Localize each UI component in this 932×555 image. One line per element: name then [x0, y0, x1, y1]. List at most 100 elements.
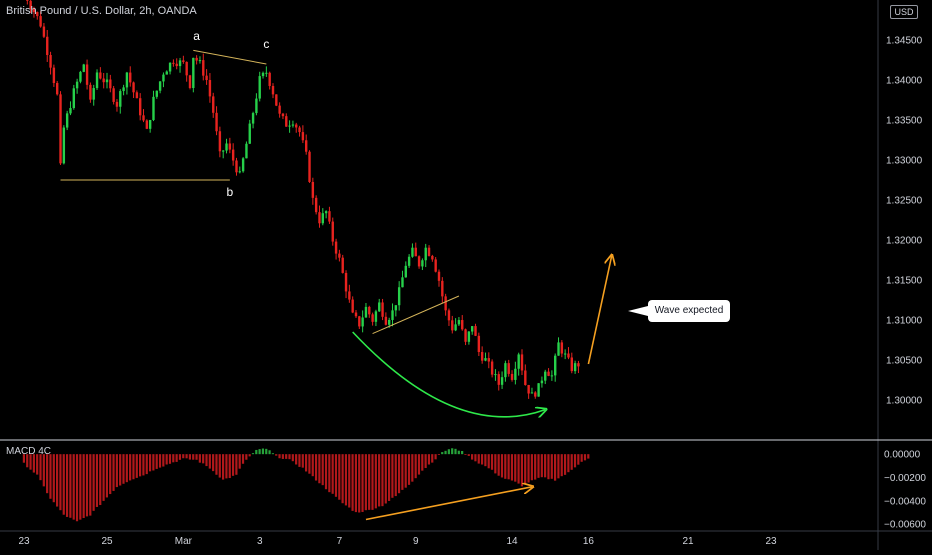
macd-bar: [89, 454, 92, 516]
macd-bar: [587, 454, 590, 459]
candle-body: [99, 72, 102, 79]
macd-bar: [248, 454, 251, 457]
macd-bar: [530, 454, 533, 481]
macd-bar: [338, 454, 341, 500]
candle-body: [480, 352, 484, 361]
candle-body: [109, 79, 112, 89]
candle-body: [165, 71, 168, 75]
macd-bar: [437, 454, 440, 455]
macd-bar: [510, 454, 514, 481]
macd-bar: [135, 454, 138, 478]
currency-badge[interactable]: USD: [890, 5, 918, 19]
macd-bar: [411, 454, 414, 482]
wave-label: c: [263, 37, 269, 51]
macd-bar: [148, 454, 152, 472]
candle-body: [321, 213, 324, 224]
macd-bar: [46, 454, 49, 494]
candle-body: [265, 72, 268, 74]
macd-bar: [115, 454, 118, 488]
macd-bar: [112, 454, 115, 491]
macd-bar: [324, 454, 328, 490]
candle-body: [371, 314, 374, 322]
macd-bar: [467, 454, 470, 456]
macd-bar: [540, 454, 543, 478]
time-tick-label: 3: [257, 536, 263, 547]
macd-bar: [424, 454, 427, 468]
candle-body: [208, 80, 212, 97]
candle-body: [231, 149, 235, 161]
macd-bar: [178, 454, 182, 460]
candle-body: [95, 72, 99, 89]
macd-bar: [275, 454, 278, 456]
macd-tick-label: −0.00600: [884, 520, 926, 531]
macd-bar: [507, 454, 510, 480]
chart-title: British Pound / U.S. Dollar, 2h, OANDA: [6, 5, 197, 17]
macd-bar: [311, 454, 314, 477]
macd-bar: [59, 454, 62, 511]
macd-bar: [139, 454, 142, 477]
macd-bar: [537, 454, 540, 478]
macd-bar: [550, 454, 553, 479]
candle-body: [550, 375, 554, 377]
macd-bar: [577, 454, 580, 465]
candle-body: [198, 60, 202, 62]
macd-bar: [32, 454, 35, 473]
candle-body: [258, 76, 261, 99]
candle-body: [417, 256, 421, 267]
candle-body: [504, 363, 507, 378]
macd-bar: [185, 454, 188, 459]
candle-body: [544, 371, 547, 381]
curve-arrow: [352, 331, 546, 417]
macd-bar: [268, 450, 271, 455]
candle-body: [278, 105, 281, 114]
macd-bar: [122, 454, 125, 484]
candle-body: [537, 383, 540, 397]
macd-bar: [471, 454, 474, 460]
macd-bar: [241, 454, 245, 464]
candle-body: [178, 60, 182, 67]
macd-bar: [172, 454, 175, 463]
candle-body: [354, 312, 358, 317]
macd-bar: [417, 454, 421, 475]
candle-body: [291, 124, 295, 126]
macd-bar: [378, 454, 381, 507]
candle-body: [59, 94, 62, 164]
candle-body: [155, 90, 158, 97]
macd-bar: [109, 454, 112, 495]
candle-body: [248, 123, 251, 144]
candle-body: [241, 158, 245, 172]
drawings-layer: a b c: [60, 29, 612, 521]
time-tick-label: 14: [506, 536, 518, 547]
candle-body: [524, 370, 527, 385]
candle-body: [29, 0, 32, 9]
macd-bar: [225, 454, 228, 479]
macd-layer: [22, 448, 590, 522]
wave-expected-callout[interactable]: Wave expected: [648, 300, 730, 322]
candle-body: [135, 92, 139, 99]
macd-bar: [487, 454, 490, 469]
macd-bar: [278, 454, 281, 459]
candle-body: [301, 132, 305, 141]
candle-body: [168, 62, 172, 72]
macd-bar: [524, 454, 527, 484]
candle-body: [534, 392, 537, 397]
macd-bar: [305, 454, 308, 472]
candle-body: [125, 72, 129, 88]
candle-body: [540, 380, 544, 384]
candle-body: [434, 259, 437, 272]
candle-body: [112, 88, 115, 102]
candle-body: [89, 84, 92, 100]
candle-body: [46, 36, 49, 55]
candle-body: [338, 253, 341, 258]
macd-bar: [231, 454, 235, 476]
macd-bar: [56, 454, 59, 507]
macd-bar: [222, 454, 225, 480]
macd-bar: [331, 454, 334, 494]
macd-bar: [351, 454, 354, 511]
macd-bar: [563, 454, 567, 475]
macd-bar: [451, 448, 454, 455]
macd-bar: [544, 454, 547, 478]
macd-bar: [494, 454, 497, 474]
